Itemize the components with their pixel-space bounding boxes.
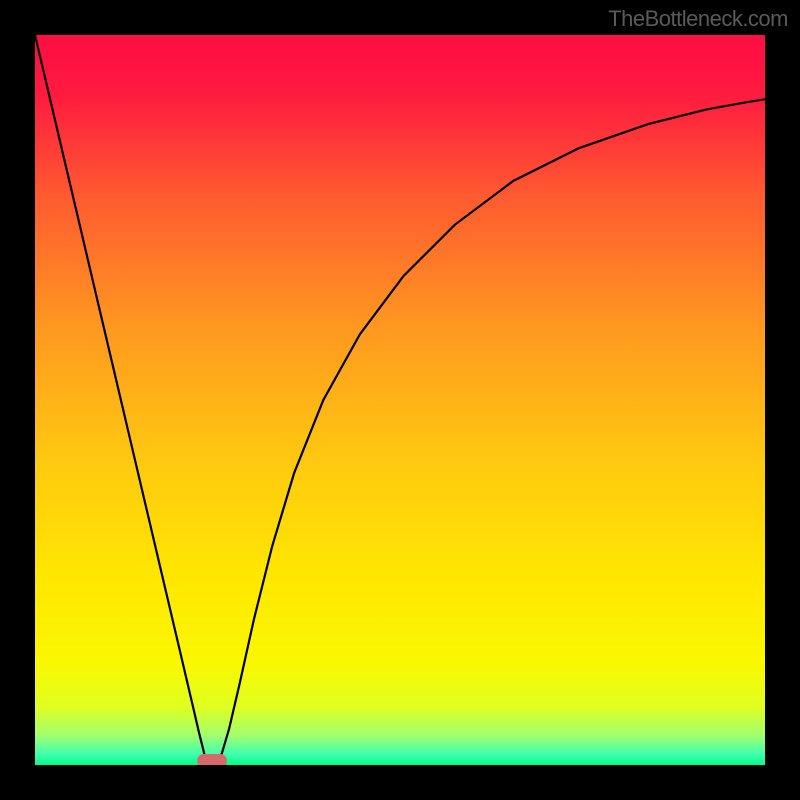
plot-area	[35, 35, 765, 765]
chart-container: TheBottleneck.com	[0, 0, 800, 800]
curve-line	[35, 35, 765, 765]
curve-path	[35, 35, 765, 765]
watermark-label: TheBottleneck.com	[608, 6, 788, 32]
minimum-marker	[197, 754, 227, 765]
